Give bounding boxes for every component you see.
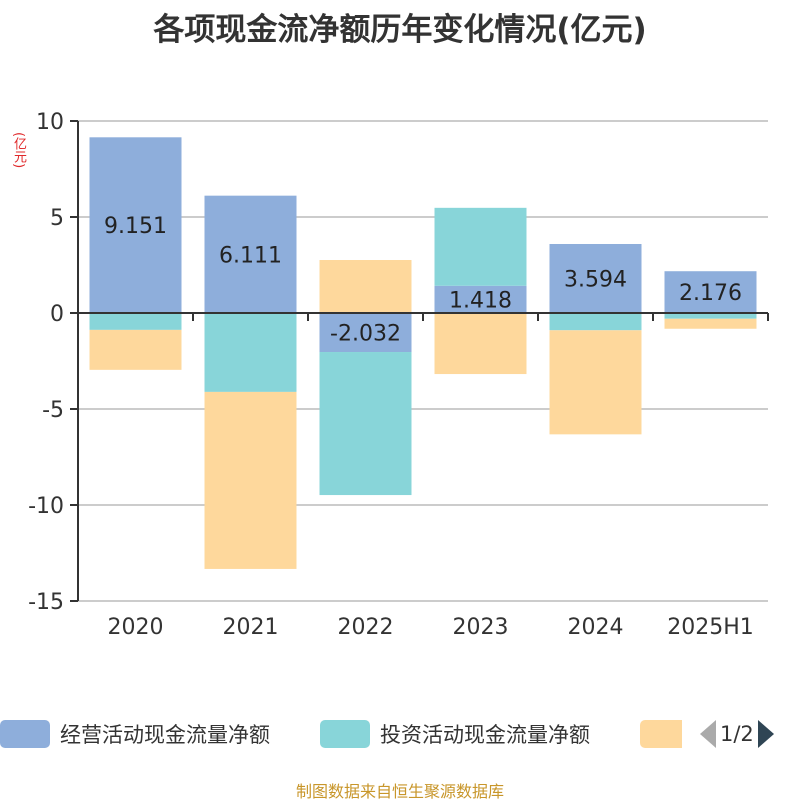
bar-segment[interactable] (664, 271, 757, 313)
bar-segment[interactable] (664, 318, 757, 329)
bar-segment[interactable] (549, 313, 642, 331)
y-tick-label: 10 (36, 110, 64, 135)
legend-page-indicator: 1/2 (720, 722, 754, 746)
legend-swatch (0, 720, 50, 748)
bars (89, 137, 757, 569)
bar-segment[interactable] (434, 207, 527, 286)
next-page-icon[interactable] (757, 720, 774, 748)
prev-page-icon[interactable] (700, 720, 716, 748)
legend-swatch (320, 720, 370, 748)
bar-segment[interactable] (204, 391, 297, 569)
x-tick-label: 2020 (108, 615, 164, 640)
bar-segment[interactable] (89, 313, 182, 330)
y-tick-label: 0 (50, 302, 64, 327)
legend-pager: 1/2 (700, 716, 774, 752)
bar-segment[interactable] (319, 313, 412, 353)
legend-item-operating[interactable]: 经营活动现金流量净额 (0, 716, 270, 752)
bar-segment[interactable] (434, 313, 527, 375)
legend-label: 投资活动现金流量净额 (380, 723, 590, 747)
bar-segment[interactable] (204, 313, 297, 392)
legend-item-investing[interactable]: 投资活动现金流量净额 (320, 716, 590, 752)
y-tick-label: -5 (42, 398, 64, 423)
bar-value-label: 1.418 (449, 288, 512, 313)
axes: 10 5 0 -5 -10 -15 2020 2021 2022 2023 2024 2025H1 (28, 110, 769, 640)
bar-segment[interactable] (664, 313, 757, 319)
bar-value-label: 2.176 (679, 281, 742, 306)
y-tick-label: -15 (28, 590, 64, 615)
bar-segment[interactable] (319, 352, 412, 496)
y-tick-label: 5 (50, 206, 64, 231)
data-labels: 9.151 6.111 -2.032 1.418 3.594 2.176 (104, 214, 742, 346)
legend-item-financing[interactable] (640, 716, 682, 752)
x-tick-label: 2023 (453, 615, 509, 640)
bar-segment[interactable] (549, 330, 642, 435)
bar-segment[interactable] (549, 243, 642, 313)
x-tick-label: 2021 (223, 615, 279, 640)
y-tick-label: -10 (28, 494, 64, 519)
bar-segment[interactable] (434, 285, 527, 313)
grid-lines (78, 120, 768, 602)
legend: 经营活动现金流量净额 投资活动现金流量净额 (0, 716, 800, 752)
data-source-note: 制图数据来自恒生聚源数据库 (295, 782, 504, 801)
chart-plot: 10 5 0 -5 -10 -15 2020 2021 2022 2023 2024 2025H1 9… (28, 110, 769, 640)
bar-value-label: -2.032 (330, 322, 401, 347)
chart-title: 各项现金流净额历年变化情况(亿元) (153, 12, 647, 48)
bar-segment[interactable] (319, 260, 412, 313)
x-tick-label: 2024 (568, 615, 624, 640)
x-tick-label: 2025H1 (667, 615, 754, 640)
legend-swatch (640, 720, 682, 748)
bar-value-label: 9.151 (104, 214, 167, 239)
y-axis-unit-label: (亿元) (11, 131, 26, 169)
bar-value-label: 3.594 (564, 267, 627, 292)
bar-value-label: 6.111 (219, 243, 282, 268)
bar-segment[interactable] (204, 195, 297, 313)
bar-segment[interactable] (89, 329, 182, 370)
legend-label: 经营活动现金流量净额 (60, 723, 270, 747)
bar-segment[interactable] (89, 137, 182, 313)
x-tick-label: 2022 (338, 615, 394, 640)
